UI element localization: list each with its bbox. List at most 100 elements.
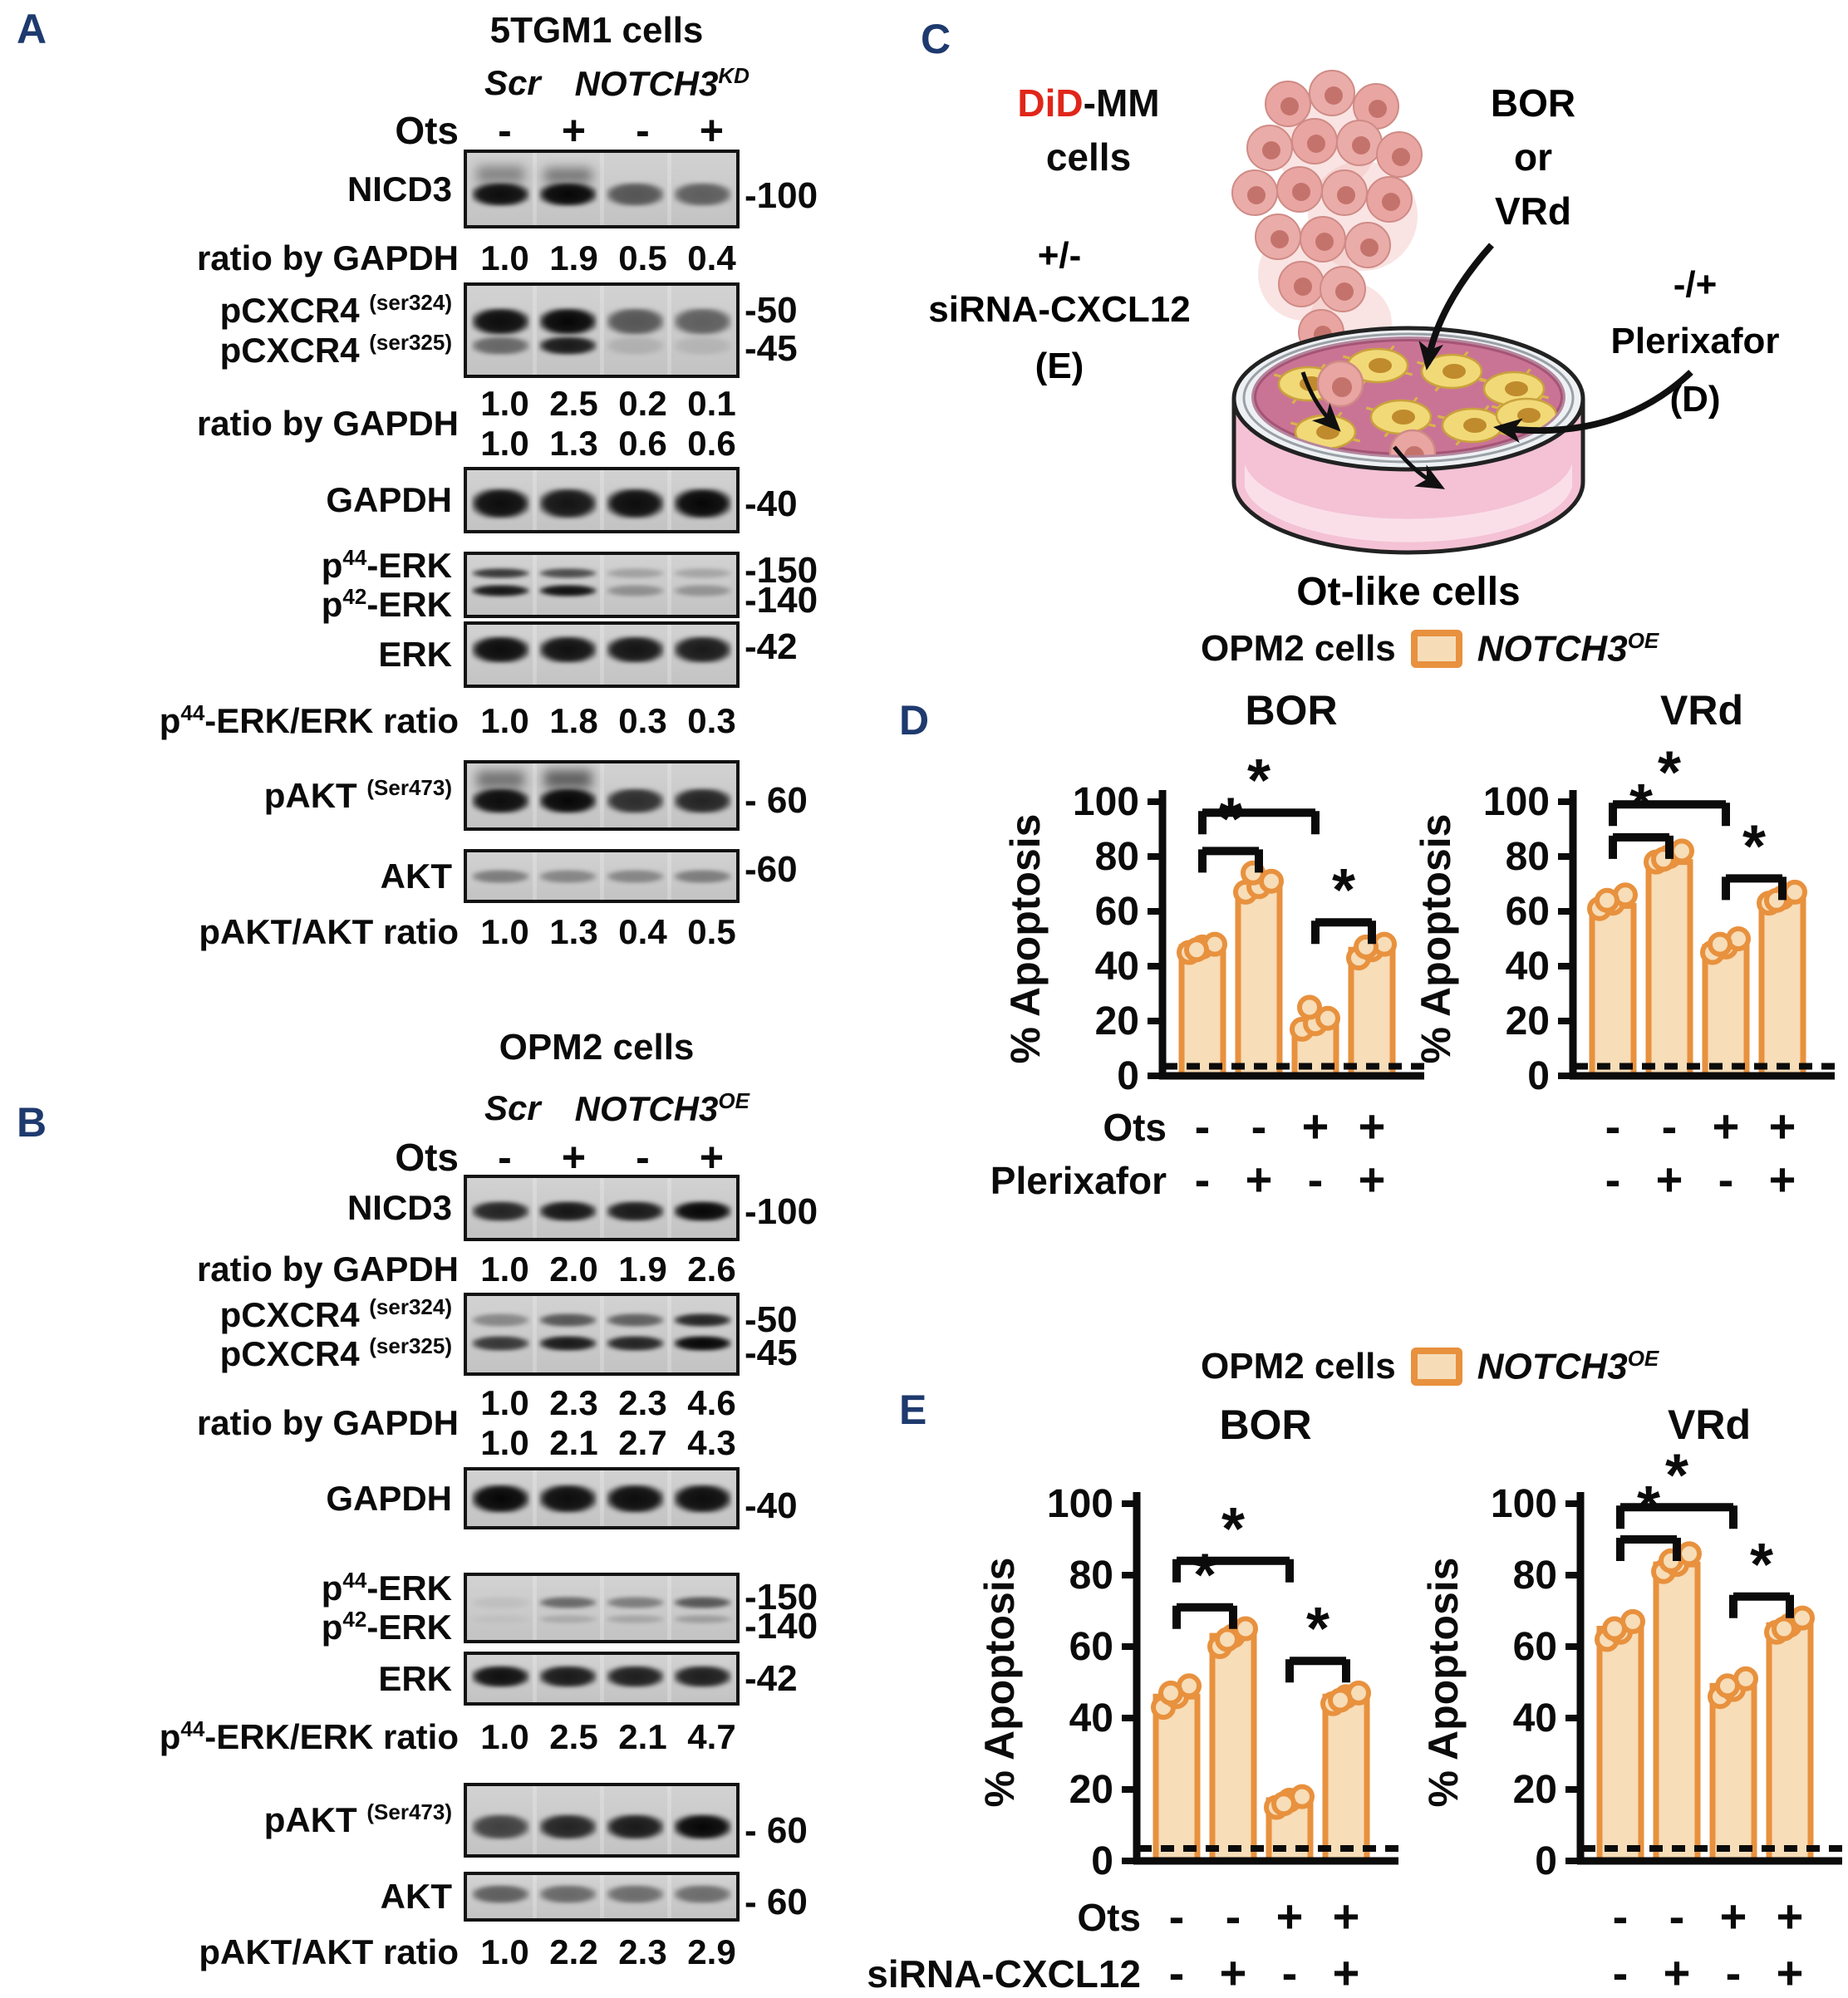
x-sign: + (1720, 1890, 1747, 1942)
ratio-value: 1.0 (480, 1932, 529, 1971)
x-sign: - (1226, 1890, 1241, 1942)
lane-separator (667, 470, 671, 530)
lane-separator (667, 625, 671, 685)
wb-blot-image (464, 621, 740, 688)
wb-marker-col: -40 (740, 467, 872, 533)
blot-band (674, 636, 731, 664)
lane-separator (600, 1655, 604, 1702)
ots-sign: + (561, 107, 587, 154)
mw-marker: -40 (745, 484, 798, 524)
wb-label: pAKT (Ser473) (263, 774, 452, 815)
mm-cell-nucleus (1315, 233, 1334, 251)
legend-e-cells: OPM2 cells (1201, 1346, 1396, 1387)
blot-band (472, 307, 529, 335)
blot-band (539, 183, 597, 207)
lane-separator (667, 852, 671, 900)
blot-band (539, 1665, 597, 1687)
x-sign: + (1656, 1153, 1683, 1205)
wb-label: AKT (380, 856, 452, 896)
sig-asterisk: * (1742, 813, 1766, 880)
x-sign: + (1359, 1153, 1386, 1205)
blot-band (607, 1885, 664, 1904)
lane-separator (533, 1575, 537, 1640)
lane-separator (667, 1786, 671, 1854)
lane-separator (600, 763, 604, 827)
ratio-value: 1.9 (618, 1249, 667, 1289)
group-header: NOTCH3KD (574, 63, 750, 103)
x-sign: + (1333, 1946, 1360, 1998)
lane-separator (600, 1178, 604, 1238)
wb-marker-col: - 60 (740, 1783, 872, 1858)
group-header: Scr (484, 63, 541, 102)
ratio-value: 2.1 (549, 1423, 598, 1462)
bor-vrd-arrow (1418, 243, 1494, 371)
bor-label: BOR (1491, 81, 1575, 125)
x-sign: + (1333, 1890, 1360, 1942)
lane-separator (600, 1296, 604, 1372)
legend-e-swatch (1410, 1348, 1462, 1387)
x-sign: + (1769, 1100, 1796, 1152)
lane-separator (667, 1655, 671, 1702)
blot-band (472, 1200, 529, 1221)
wb-blot-image (464, 552, 740, 619)
wb-blot-image (464, 150, 740, 228)
lane-separator (667, 1470, 671, 1526)
ratio-value: 0.6 (618, 424, 667, 463)
bar-d_vrd-2 (1702, 944, 1750, 1079)
lane-separator (600, 1575, 604, 1640)
wb-blot-row: GAPDH -40 (0, 467, 872, 533)
ratio-value: 4.7 (687, 1716, 736, 1756)
y-tick-label: 60 (1506, 890, 1550, 934)
y-tick-label: 20 (1069, 1768, 1113, 1812)
x-row-label-Ots: Ots (1103, 1106, 1167, 1149)
x-sign: - (1282, 1946, 1298, 1998)
plerixafor-label: Plerixafor (1611, 321, 1780, 361)
blot-band (472, 1885, 529, 1904)
x-row-label-Ots: Ots (1077, 1896, 1141, 1939)
y-tick-label: 80 (1095, 835, 1139, 879)
blot-band (674, 1484, 731, 1513)
legend-e-genotype: NOTCH3OE (1477, 1346, 1659, 1387)
bar-d_bor-0 (1178, 944, 1226, 1079)
lane-separator (533, 1178, 537, 1238)
sig-asterisk: * (1658, 739, 1681, 806)
x-sign: - (1251, 1100, 1267, 1152)
blot-band (472, 1814, 529, 1840)
did-mm-label: DiD-MM (1017, 81, 1159, 125)
blot-band (674, 788, 731, 813)
wb-ratio-row: p44-ERK/ERK ratio 1.0 2.5 2.1 4.7 (0, 1716, 872, 1757)
ratio-value: 1.3 (549, 424, 598, 463)
wb-marker-col: -42 (740, 1652, 872, 1706)
did-text: DiD (1017, 81, 1083, 125)
wb-label: p44-ERK p42-ERK (321, 545, 452, 625)
wb-marker-col: -150 -140 (740, 550, 872, 621)
ratio-value: 1.0 (480, 1423, 529, 1462)
ratio-value: 1.0 (480, 1716, 529, 1756)
mw-marker: - 60 (745, 1882, 808, 1922)
bar-d_bor-1 (1235, 886, 1283, 1079)
stromal-nucleus (1369, 358, 1392, 373)
blot-band (674, 488, 731, 518)
wb-ratio-row: pAKT/AKT ratio 1.0 2.2 2.3 2.9 (0, 1932, 872, 1972)
wb-blot-image (464, 1467, 740, 1529)
panel-label-e: E (899, 1387, 927, 1433)
lane-separator (600, 1786, 604, 1854)
plerixafor-arrow (1493, 370, 1693, 444)
mw-marker: -45 (745, 327, 798, 369)
wb-blot-image (464, 760, 740, 831)
panel-e-ref: (E) (1035, 346, 1084, 386)
blot-band (674, 1665, 731, 1687)
bar-e_bor-1 (1209, 1632, 1257, 1864)
wb-blot-row: pCXCR4 (ser324) pCXCR4 (ser325) -50 -45 (0, 1293, 872, 1376)
or-label: or (1514, 135, 1552, 179)
lane-separator (667, 763, 671, 827)
blot-band (674, 1313, 731, 1328)
ots-label: Ots (395, 109, 459, 152)
lane-separator (667, 286, 671, 375)
bar-e_vrd-1 (1653, 1561, 1701, 1864)
x-sign: - (1613, 1890, 1629, 1942)
blot-band (674, 336, 731, 355)
blot-band (539, 307, 597, 335)
mw-marker: -50 (745, 1299, 798, 1340)
ratio-label: pAKT/AKT ratio (199, 912, 459, 951)
